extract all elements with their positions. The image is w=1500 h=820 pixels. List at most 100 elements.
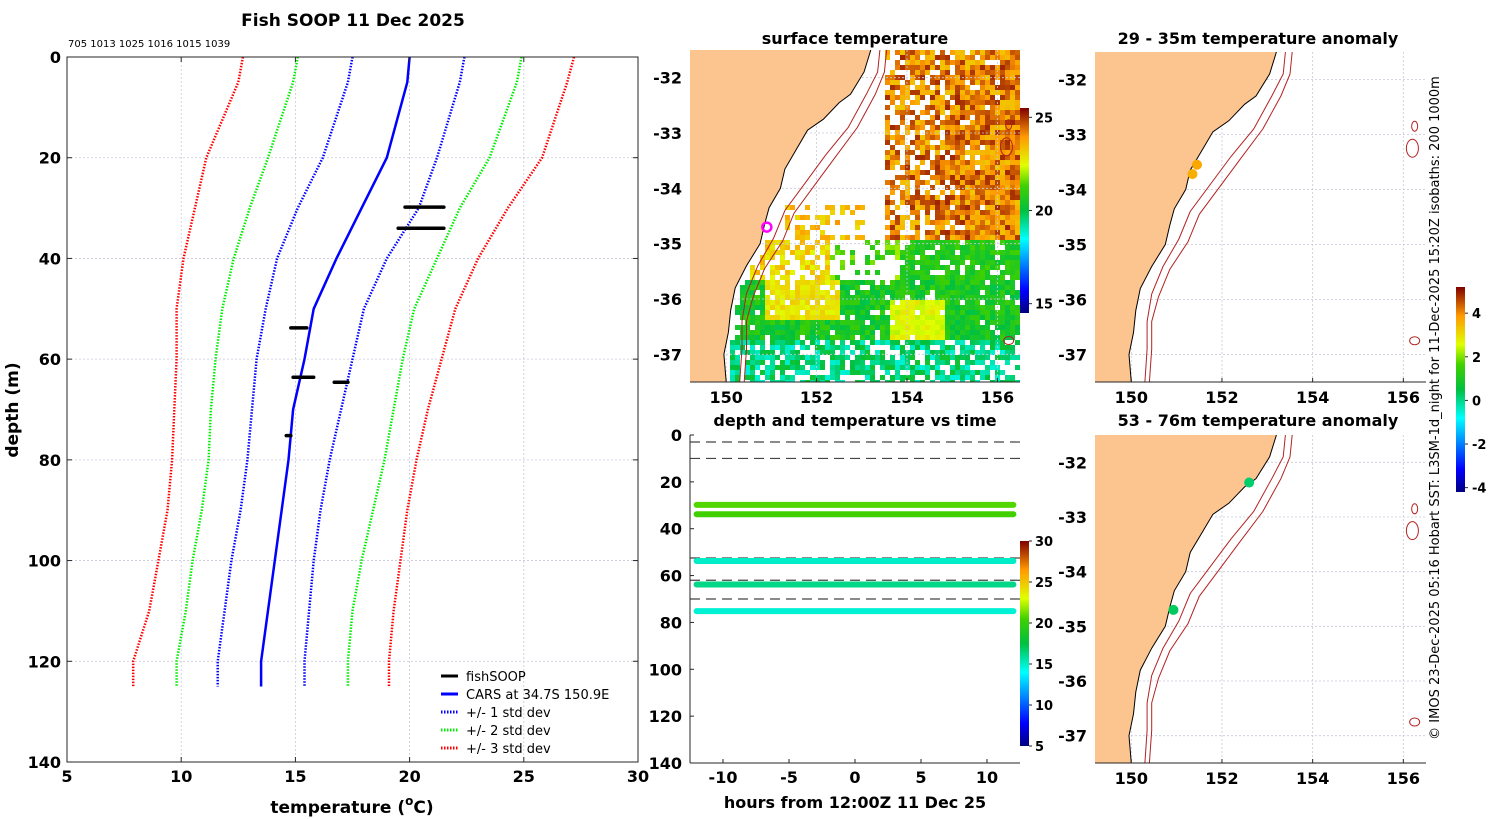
sst-cell	[985, 340, 990, 345]
sst-cell	[825, 260, 830, 265]
sst-cell	[840, 345, 845, 350]
sst-cell	[900, 220, 905, 225]
sst-cell	[785, 345, 790, 350]
sst-cell	[1005, 345, 1010, 350]
sst-cell	[795, 245, 800, 250]
sst-cell	[985, 125, 990, 130]
sst-cell	[975, 335, 980, 340]
sst-cell	[750, 340, 755, 345]
sst-cell	[855, 235, 860, 240]
sst-cell	[835, 295, 840, 300]
sst-cell	[970, 60, 975, 65]
sst-cell	[805, 370, 810, 375]
sst-cell	[1010, 230, 1015, 235]
sst-cell	[995, 335, 1000, 340]
sst-cell	[925, 340, 930, 345]
sst-cell	[1015, 100, 1020, 105]
sst-cell	[810, 310, 815, 315]
map-y-tick-label: -33	[1058, 508, 1087, 527]
sst-cell	[985, 225, 990, 230]
sst-cell	[980, 215, 985, 220]
sst-cell	[965, 370, 970, 375]
sst-cell	[930, 325, 935, 330]
sst-cell	[925, 280, 930, 285]
sst-cell	[980, 175, 985, 180]
sst-cell	[985, 255, 990, 260]
sst-cell	[1010, 210, 1015, 215]
sst-cell	[925, 275, 930, 280]
sst-cell	[810, 340, 815, 345]
sst-cell	[825, 345, 830, 350]
sst-cell	[875, 285, 880, 290]
sst-cell	[775, 380, 780, 382]
sst-cell	[845, 310, 850, 315]
sst-cell	[920, 150, 925, 155]
sst-cell	[990, 345, 995, 350]
sst-cell	[985, 285, 990, 290]
sst-cell	[895, 230, 900, 235]
sst-cell	[830, 370, 835, 375]
sst-cell	[820, 375, 825, 380]
sst-cell	[905, 330, 910, 335]
sst-cell	[930, 175, 935, 180]
sst-cell	[970, 295, 975, 300]
sst-cell	[980, 85, 985, 90]
sst-cell	[855, 365, 860, 370]
sst-cell	[995, 230, 1000, 235]
sst-cell	[930, 185, 935, 190]
sst-cell	[900, 315, 905, 320]
sst-cell	[845, 330, 850, 335]
y-tick-label: 100	[649, 660, 682, 679]
sst-cell	[970, 200, 975, 205]
sst-cell	[920, 260, 925, 265]
sst-cell	[975, 50, 980, 55]
sst-cell	[930, 125, 935, 130]
sst-cell	[920, 290, 925, 295]
sst-cell	[760, 295, 765, 300]
sst-cell	[925, 210, 930, 215]
sst-cell	[940, 145, 945, 150]
sst-cell	[905, 90, 910, 95]
sst-cell	[950, 245, 955, 250]
sst-cell	[865, 290, 870, 295]
sst-cell	[990, 115, 995, 120]
sst-cell	[790, 320, 795, 325]
sst-cell	[890, 280, 895, 285]
depth-time-title: depth and temperature vs time	[713, 411, 996, 430]
sst-cell	[960, 355, 965, 360]
map-x-tick-label: 152	[1205, 388, 1238, 407]
sst-cell	[755, 285, 760, 290]
sst-cell	[885, 180, 890, 185]
sst-cell	[890, 145, 895, 150]
location-ring-marker	[761, 221, 773, 233]
sst-cell	[865, 305, 870, 310]
sst-cell	[905, 85, 910, 90]
sst-cell	[895, 240, 900, 245]
sst-cell	[1000, 225, 1005, 230]
sst-cell	[895, 370, 900, 375]
sst-cell	[750, 350, 755, 355]
sst-cell	[910, 265, 915, 270]
sst-cell	[970, 340, 975, 345]
sst-cell	[1000, 150, 1005, 155]
sst-cell	[760, 330, 765, 335]
sst-cell	[975, 310, 980, 315]
legend-label: +/- 1 std dev	[466, 706, 551, 721]
sst-cell	[960, 145, 965, 150]
sst-cell	[950, 75, 955, 80]
sst-cell	[920, 330, 925, 335]
sst-cell	[815, 265, 820, 270]
sst-cell	[910, 295, 915, 300]
sst-cell	[990, 250, 995, 255]
sst-cell	[920, 90, 925, 95]
sst-cell	[970, 105, 975, 110]
sst-cell	[1000, 355, 1005, 360]
sst-cell	[805, 325, 810, 330]
sst-cell	[745, 370, 750, 375]
sst-cell	[870, 325, 875, 330]
sst-cell	[970, 65, 975, 70]
sst-cell	[980, 150, 985, 155]
sst-cell	[905, 375, 910, 380]
sst-cell	[790, 290, 795, 295]
sst-cell	[770, 335, 775, 340]
